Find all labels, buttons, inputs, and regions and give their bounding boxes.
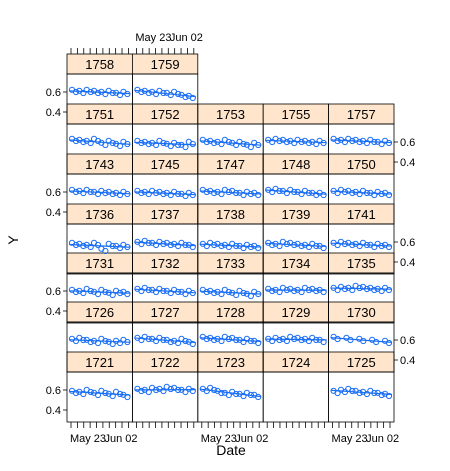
panel-label: 1725 xyxy=(347,355,376,370)
x-tick-label: Jun 02 xyxy=(366,433,399,445)
panel-label: 1758 xyxy=(85,57,114,72)
panel-label: 1726 xyxy=(85,305,114,320)
trend-line xyxy=(265,339,326,340)
panel-label: 1723 xyxy=(216,355,245,370)
panel-label: 1736 xyxy=(85,207,114,222)
panel-frame xyxy=(329,372,394,422)
panel-label: 1753 xyxy=(216,107,245,122)
panel-label: 1728 xyxy=(216,305,245,320)
panel-1721: 1721 xyxy=(67,352,132,422)
panel-label: 1755 xyxy=(281,107,310,122)
x-axis-label: Date xyxy=(216,442,246,458)
y-tick-label: 0.4 xyxy=(400,157,415,169)
panel-label: 1730 xyxy=(347,305,376,320)
x-tick-label: Jun 02 xyxy=(170,32,203,44)
panel-label: 1731 xyxy=(85,256,114,271)
x-tick-label: May 23 xyxy=(70,433,106,445)
panel-label: 1737 xyxy=(151,207,180,222)
panel-label: 1747 xyxy=(216,157,245,172)
panel-label: 1722 xyxy=(151,355,180,370)
panel-label: 1750 xyxy=(347,157,376,172)
panel-label: 1738 xyxy=(216,207,245,222)
y-tick-label: 0.4 xyxy=(46,306,61,318)
panel-label: 1733 xyxy=(216,256,245,271)
panel-label: 1745 xyxy=(151,157,180,172)
panel-1722: 1722 xyxy=(132,352,197,422)
y-tick-label: 0.6 xyxy=(46,286,61,298)
y-tick-label: 0.6 xyxy=(400,137,415,149)
panel-label: 1741 xyxy=(347,207,376,222)
y-tick-label: 0.6 xyxy=(400,237,415,249)
panel-label: 1739 xyxy=(281,207,310,222)
panel-label: 1724 xyxy=(281,355,310,370)
panel-label: 1752 xyxy=(151,107,180,122)
x-tick-label: May 23 xyxy=(135,32,171,44)
panel-label: 1735 xyxy=(347,256,376,271)
panel-1724: 1724 xyxy=(263,352,328,422)
panel-label: 1748 xyxy=(281,157,310,172)
y-tick-label: 0.4 xyxy=(46,405,61,417)
y-tick-label: 0.6 xyxy=(46,385,61,397)
panel-label: 1743 xyxy=(85,157,114,172)
y-tick-label: 0.6 xyxy=(46,187,61,199)
panels-layer: 1721 1722 1723 1724 1725 1726 1727 1728 1729 1730… xyxy=(67,54,394,422)
y-tick-label: 0.4 xyxy=(46,107,61,119)
panel-frame xyxy=(132,372,197,422)
y-axis-label: Y xyxy=(5,235,21,245)
panel-1725: 1725 xyxy=(329,352,394,422)
panel-label: 1759 xyxy=(151,57,180,72)
panel-label: 1729 xyxy=(281,305,310,320)
panel-frame xyxy=(263,372,328,422)
y-tick-label: 0.4 xyxy=(46,207,61,219)
x-tick-label: Jun 02 xyxy=(104,433,137,445)
panel-label: 1721 xyxy=(85,355,114,370)
panel-label: 1751 xyxy=(85,107,114,122)
panel-label: 1727 xyxy=(151,305,180,320)
y-tick-label: 0.6 xyxy=(400,335,415,347)
panel-1723: 1723 xyxy=(198,352,263,422)
y-tick-label: 0.6 xyxy=(46,87,61,99)
x-tick-label: May 23 xyxy=(332,433,368,445)
panel-label: 1732 xyxy=(151,256,180,271)
panel-label: 1757 xyxy=(347,107,376,122)
y-tick-label: 0.4 xyxy=(400,355,415,367)
panel-label: 1734 xyxy=(281,256,310,271)
y-tick-label: 0.4 xyxy=(400,257,415,269)
